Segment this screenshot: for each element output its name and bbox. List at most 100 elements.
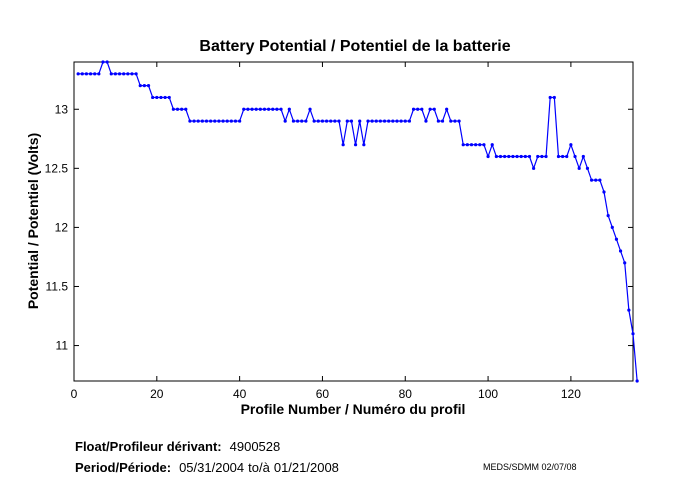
data-point	[507, 154, 511, 159]
data-point	[478, 143, 482, 147]
y-axis: 11 11.5 12 12.5 13	[45, 102, 633, 353]
data-point	[353, 143, 358, 147]
data-point	[142, 84, 146, 88]
data-point	[209, 119, 213, 123]
data-point	[271, 107, 275, 111]
data-point	[267, 107, 271, 111]
data-point	[93, 72, 97, 76]
y-tick-label: 12.5	[45, 161, 69, 175]
data-point	[631, 332, 635, 336]
data-point	[88, 72, 93, 76]
data-point	[635, 379, 639, 383]
data-point	[105, 60, 109, 64]
data-point	[184, 107, 188, 111]
data-point	[238, 119, 242, 123]
float-value: 4900528	[229, 439, 281, 454]
data-point	[163, 95, 167, 100]
data-point	[527, 154, 532, 159]
data-point	[279, 107, 283, 111]
data-point	[192, 119, 196, 123]
data-point	[316, 119, 320, 123]
data-point	[536, 154, 540, 159]
period-start: 05/31/2004	[179, 460, 245, 475]
data-point	[225, 119, 229, 123]
data-point	[569, 143, 573, 147]
data-point	[391, 119, 395, 123]
data-point	[532, 166, 536, 170]
data-point	[296, 119, 300, 123]
data-point	[581, 154, 585, 159]
data-point	[503, 154, 507, 159]
data-point	[457, 119, 461, 123]
data-point	[246, 107, 250, 111]
data-point	[312, 119, 316, 123]
data-point	[349, 119, 354, 123]
data-point	[436, 119, 440, 123]
credit-line: MEDS/SDMM 02/07/08	[483, 462, 577, 472]
data-point	[300, 119, 304, 123]
data-point	[233, 119, 238, 123]
plot-frame	[73, 61, 634, 382]
period-line: Period/Période: 05/31/2004 to/à 01/21/2008	[75, 460, 339, 475]
data-point	[76, 72, 80, 76]
data-point	[320, 119, 325, 123]
data-point	[258, 107, 262, 111]
data-point	[465, 143, 469, 147]
data-point	[180, 107, 184, 111]
data-point	[577, 166, 581, 170]
data-point	[242, 107, 246, 111]
data-point	[469, 143, 474, 147]
data-point	[155, 95, 159, 100]
data-point	[519, 154, 523, 159]
data-point	[329, 119, 333, 123]
data-point	[122, 72, 126, 76]
data-point	[490, 143, 494, 147]
data-point	[254, 107, 258, 111]
data-point	[432, 107, 436, 111]
data-point	[196, 119, 200, 123]
data-point	[403, 119, 407, 123]
data-point	[511, 154, 515, 159]
x-tick-label: 60	[316, 387, 330, 401]
float-id-line: Float/Profileur dérivant: 4900528	[75, 439, 280, 454]
data-point	[614, 237, 619, 241]
data-point	[627, 308, 631, 312]
data-point	[424, 119, 428, 123]
data-point	[561, 154, 565, 159]
data-point	[287, 107, 291, 111]
data-point	[80, 72, 84, 76]
data-point	[606, 213, 610, 218]
data-point	[200, 119, 204, 123]
data-point	[362, 143, 366, 147]
data-point	[366, 119, 370, 123]
data-point	[304, 119, 308, 123]
data-point	[453, 119, 457, 123]
data-point	[474, 143, 478, 147]
data-point	[101, 60, 105, 64]
series-battery-potential	[76, 60, 639, 383]
data-point	[411, 107, 416, 111]
data-point	[275, 107, 279, 111]
data-point	[387, 119, 391, 123]
data-point	[523, 154, 527, 159]
period-separator: to/à	[248, 460, 270, 475]
data-point	[337, 119, 341, 123]
data-point	[461, 143, 465, 147]
data-point	[97, 72, 101, 76]
float-label: Float/Profileur dérivant:	[75, 439, 222, 454]
data-point	[449, 119, 453, 123]
data-point	[151, 95, 155, 100]
data-point	[598, 178, 602, 182]
period-end: 01/21/2008	[273, 460, 339, 475]
y-tick-label: 12	[55, 220, 69, 234]
data-point	[548, 95, 552, 100]
data-point	[378, 119, 383, 123]
data-point	[146, 84, 151, 88]
data-point	[188, 119, 192, 123]
series-line	[78, 61, 638, 382]
data-point	[134, 72, 138, 76]
y-axis-label: Potential / Potentiel (Volts)	[25, 133, 41, 309]
x-tick-label: 120	[561, 387, 581, 401]
data-point	[358, 119, 362, 123]
x-tick-label: 100	[478, 387, 498, 401]
